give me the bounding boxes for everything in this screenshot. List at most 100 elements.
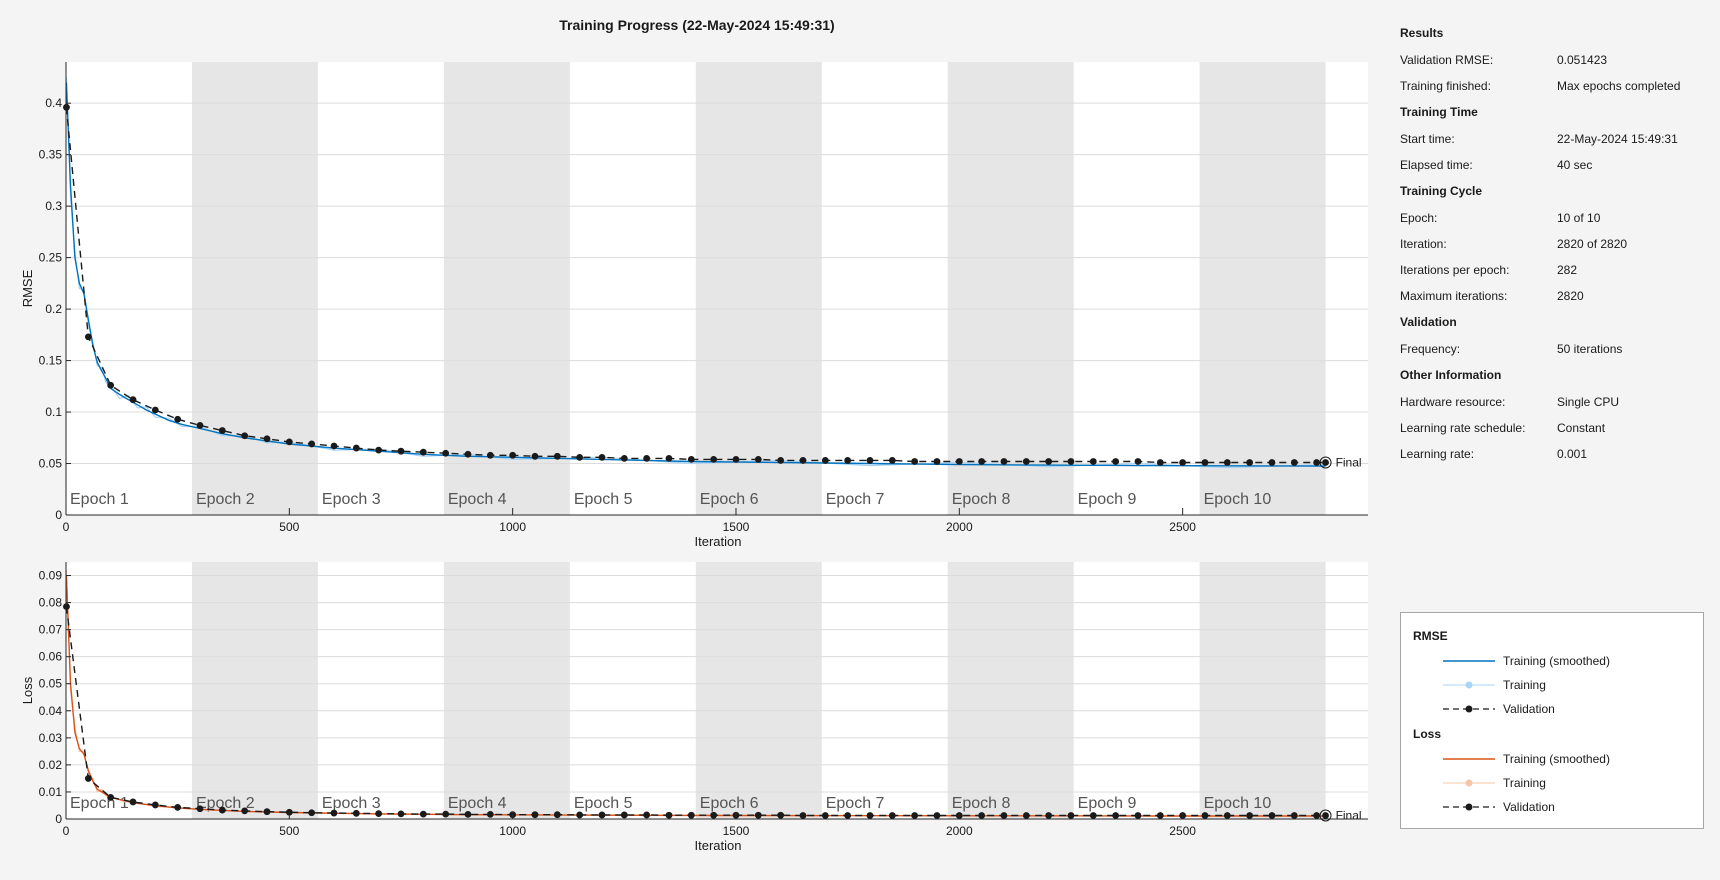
- validation-point: [710, 811, 718, 819]
- y-tick-label: 0.1: [45, 405, 62, 419]
- y-tick-label: 0.25: [39, 251, 63, 265]
- validation-point: [1179, 459, 1187, 466]
- x-tick-label: 2500: [1169, 824, 1196, 838]
- validation-point: [1022, 458, 1030, 465]
- legend-rmse-heading: RMSE: [1413, 629, 1448, 643]
- x-axis-label: Iteration: [695, 534, 742, 549]
- epoch-label: Epoch 7: [826, 491, 885, 508]
- validation-point: [1112, 458, 1120, 465]
- validation-point: [1290, 812, 1298, 819]
- validation-point: [1268, 459, 1276, 466]
- validation-point: [844, 457, 852, 464]
- info-row: Training finished: Max epochs completed: [1400, 79, 1700, 105]
- validation-point: [1089, 812, 1097, 819]
- validation-point: [754, 456, 762, 463]
- validation-point: [821, 812, 829, 819]
- epoch-label: Epoch 9: [1078, 491, 1137, 508]
- epoch-label: Epoch 7: [826, 795, 885, 812]
- epoch-value: 10 of 10: [1557, 211, 1601, 225]
- rmse-validation-line: [65, 107, 1326, 464]
- validation-point: [1045, 458, 1053, 465]
- y-tick-label: 0.02: [39, 758, 63, 772]
- validation-point: [218, 806, 226, 814]
- epoch-band: [695, 62, 822, 515]
- info-row: Maximum iterations: 2820: [1400, 289, 1700, 315]
- epoch-label: Epoch 1: [70, 795, 129, 812]
- validation-point: [1089, 458, 1097, 465]
- validation-point: [553, 811, 561, 819]
- y-axis-label: Loss: [20, 676, 35, 704]
- validation-point: [955, 458, 963, 465]
- epoch-band: [191, 562, 318, 819]
- x-tick-label: 0: [63, 824, 70, 838]
- validation-point: [375, 446, 383, 454]
- x-tick-label: 2000: [946, 520, 973, 534]
- x-tick-label: 2500: [1169, 520, 1196, 534]
- validation-point: [933, 812, 941, 819]
- validation-point: [107, 793, 115, 801]
- y-tick-label: 0.15: [39, 354, 63, 368]
- y-tick-label: 0.05: [39, 677, 63, 691]
- info-row: Hardware resource: Single CPU: [1400, 395, 1700, 421]
- validation-point: [799, 812, 807, 819]
- legend-rmse-validation: Validation: [1443, 701, 1555, 717]
- validation-point: [1201, 812, 1209, 819]
- validation-point: [285, 438, 293, 446]
- final-marker: [1319, 809, 1332, 822]
- frequency-value: 50 iterations: [1557, 342, 1623, 356]
- legend-loss-heading: Loss: [1413, 727, 1442, 741]
- info-row: Start time: 22-May-2024 15:49:31: [1400, 132, 1700, 158]
- legend-rmse-training-label: Training: [1503, 678, 1546, 692]
- validation-point: [799, 457, 807, 464]
- legend-rmse-training: Training: [1443, 677, 1546, 693]
- validation-point: [531, 452, 539, 460]
- epoch-label: Epoch 6: [700, 491, 759, 508]
- legend-rmse-smoothed: Training (smoothed): [1443, 653, 1610, 669]
- epoch-label: Epoch 1: [70, 491, 129, 508]
- validation-point: [1223, 812, 1231, 819]
- validation-point: [442, 449, 450, 457]
- epoch-label: Epoch 3: [322, 491, 381, 508]
- final-marker: [1319, 456, 1332, 469]
- loss-validation-line: [65, 606, 1326, 817]
- info-row: Learning rate: 0.001: [1400, 447, 1700, 473]
- training-finished-value: Max epochs completed: [1557, 79, 1681, 93]
- elapsed-time-value: 40 sec: [1557, 158, 1593, 172]
- validation-point: [196, 422, 204, 429]
- training-finished-label: Training finished:: [1400, 79, 1491, 93]
- legend-line-icon: [1443, 660, 1495, 662]
- validation-point: [1246, 812, 1254, 819]
- validation-point: [1322, 459, 1329, 466]
- epoch-band: [947, 562, 1074, 819]
- y-tick-label: 0.09: [39, 569, 63, 583]
- y-tick-label: 0: [55, 812, 62, 826]
- legend-loss-training: Training: [1443, 775, 1546, 791]
- validation-point: [754, 811, 762, 819]
- y-tick-label: 0.05: [39, 457, 63, 471]
- validation-point: [464, 450, 472, 458]
- validation-point: [419, 448, 427, 456]
- validation-point: [643, 811, 651, 819]
- epoch-label: Epoch 4: [448, 491, 507, 508]
- validation-point: [933, 458, 941, 465]
- elapsed-time-label: Elapsed time:: [1400, 158, 1473, 172]
- validation-rmse-value: 0.051423: [1557, 53, 1608, 67]
- info-row: Iteration: 2820 of 2820: [1400, 237, 1700, 263]
- validation-point: [1000, 458, 1008, 465]
- validation-point: [129, 396, 137, 404]
- validation-point: [732, 456, 740, 463]
- validation-point: [196, 805, 204, 813]
- legend-loss-smoothed-label: Training (smoothed): [1503, 752, 1610, 766]
- x-tick-label: 1500: [723, 520, 750, 534]
- validation-point: [687, 456, 695, 463]
- hardware-resource-label: Hardware resource:: [1400, 395, 1506, 409]
- validation-point: [1000, 812, 1008, 819]
- validation-point: [1268, 812, 1276, 819]
- x-tick-label: 1500: [723, 824, 750, 838]
- validation-point: [330, 809, 338, 817]
- legend-loss-smoothed: Training (smoothed): [1443, 751, 1610, 767]
- validation-point: [218, 427, 226, 434]
- validation-point: [397, 810, 405, 818]
- other-information-heading: Other Information: [1400, 368, 1502, 382]
- validation-point: [330, 442, 338, 450]
